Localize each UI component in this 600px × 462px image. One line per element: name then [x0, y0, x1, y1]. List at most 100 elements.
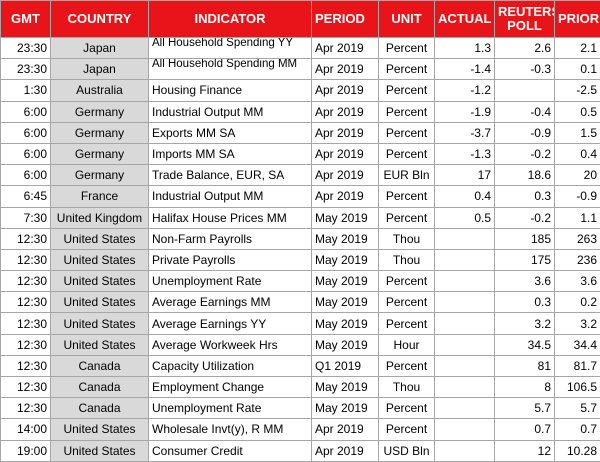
prior-cell: 0.7 [554, 418, 600, 441]
actual-cell: -1.2 [434, 79, 495, 102]
reuters-poll-cell: -0.9 [494, 121, 555, 144]
unit-cell: Percent [378, 100, 435, 123]
indicator-cell: Average Workweek Hrs [148, 333, 312, 356]
prior-cell: 5.7 [554, 397, 600, 420]
actual-cell [434, 312, 495, 335]
indicator-cell: Unemployment Rate [148, 270, 312, 293]
prior-cell: 0.4 [554, 142, 600, 166]
reuters-poll-cell: 185 [494, 227, 555, 250]
prior-cell: 2.1 [554, 36, 600, 60]
prior-cell: 106.5 [554, 375, 600, 399]
prior-cell: 0.2 [554, 291, 600, 314]
country-cell: Canada [50, 354, 149, 378]
unit-cell: Percent [378, 291, 435, 314]
country-cell: United Kingdom [50, 206, 149, 229]
unit-cell: Percent [378, 58, 435, 81]
header-period: PERIOD [311, 0, 379, 38]
table-row: 12:30 Canada Capacity Utilization Q1 2019 Pe… [0, 354, 600, 378]
table-row: 6:00 Germany Imports MM SA Apr 2019 Percent -… [0, 142, 600, 166]
unit-cell: Thou [378, 227, 435, 250]
actual-cell [434, 270, 495, 293]
period-cell: Apr 2019 [311, 185, 379, 208]
reuters-poll-cell: 81 [494, 354, 555, 378]
gmt-cell: 7:30 [0, 206, 51, 229]
indicator-cell: Exports MM SA [148, 121, 312, 144]
gmt-cell: 1:30 [0, 79, 51, 102]
reuters-poll-cell [494, 79, 555, 102]
country-cell: Germany [50, 142, 149, 166]
actual-cell [434, 291, 495, 314]
actual-cell [434, 333, 495, 356]
reuters-poll-cell: 8 [494, 375, 555, 399]
unit-cell: USD Bln [378, 439, 435, 462]
table-row: 6:00 Germany Industrial Output MM Apr 2019 P… [0, 100, 600, 123]
table-row: 7:30 United Kingdom Halifax House Prices M… [0, 206, 600, 229]
reuters-poll-cell: 2.6 [494, 36, 555, 60]
period-cell: Q1 2019 [311, 354, 379, 378]
reuters-poll-cell: -0.2 [494, 206, 555, 229]
actual-cell: -3.7 [434, 121, 495, 144]
table-row: 12:30 United States Private Payrolls May 20… [0, 248, 600, 272]
gmt-cell: 6:45 [0, 185, 51, 208]
indicator-cell: Capacity Utilization [148, 354, 312, 378]
unit-cell: Percent [378, 312, 435, 335]
unit-cell: Percent [378, 121, 435, 144]
gmt-cell: 12:30 [0, 333, 51, 356]
period-cell: May 2019 [311, 333, 379, 356]
indicator-cell: All Household Spending MM [148, 58, 312, 81]
table-row: 14:00 United States Wholesale Invt(y), R M… [0, 418, 600, 441]
indicator-cell: Industrial Output MM [148, 185, 312, 208]
prior-cell: 81.7 [554, 354, 600, 378]
unit-cell: Percent [378, 270, 435, 293]
indicator-cell: Wholesale Invt(y), R MM [148, 418, 312, 441]
country-cell: Germany [50, 100, 149, 123]
prior-cell: 236 [554, 248, 600, 272]
table-row: 23:30 Japan All Household Spending YY Apr 2… [0, 36, 600, 60]
reuters-poll-cell: -0.3 [494, 58, 555, 81]
reuters-poll-cell: -0.2 [494, 142, 555, 166]
unit-cell: Thou [378, 375, 435, 399]
table-row: 12:30 United States Average Earnings YY May… [0, 312, 600, 335]
unit-cell: Percent [378, 206, 435, 229]
gmt-cell: 12:30 [0, 227, 51, 250]
prior-cell: 0.5 [554, 100, 600, 123]
country-cell: Australia [50, 79, 149, 102]
unit-cell: Percent [378, 397, 435, 420]
table-row: 19:00 United States Consumer Credit Apr 201… [0, 439, 600, 462]
country-cell: France [50, 185, 149, 208]
header-unit: UNIT [378, 0, 435, 38]
table-row: 12:30 Canada Employment Change May 2019 Thou… [0, 375, 600, 399]
gmt-cell: 12:30 [0, 291, 51, 314]
header-reuters-poll: REUTERS POLL [494, 0, 555, 38]
indicator-cell: All Household Spending YY [148, 36, 312, 60]
prior-cell: 0.1 [554, 58, 600, 81]
actual-cell: 0.4 [434, 185, 495, 208]
country-cell: United States [50, 270, 149, 293]
reuters-poll-cell: 3.2 [494, 312, 555, 335]
reuters-poll-cell: 34.5 [494, 333, 555, 356]
prior-cell: 20 [554, 164, 600, 187]
unit-cell: Percent [378, 354, 435, 378]
actual-cell: -1.4 [434, 58, 495, 81]
table-row: 6:00 Germany Trade Balance, EUR, SA Apr 201… [0, 164, 600, 187]
unit-cell: Percent [378, 36, 435, 60]
gmt-cell: 12:30 [0, 312, 51, 335]
period-cell: May 2019 [311, 312, 379, 335]
country-cell: United States [50, 291, 149, 314]
indicator-cell: Halifax House Prices MM [148, 206, 312, 229]
period-cell: Apr 2019 [311, 121, 379, 144]
indicator-cell: Imports MM SA [148, 142, 312, 166]
indicator-cell: Employment Change [148, 375, 312, 399]
period-cell: May 2019 [311, 270, 379, 293]
period-cell: May 2019 [311, 206, 379, 229]
prior-cell: 263 [554, 227, 600, 250]
country-cell: United States [50, 439, 149, 462]
gmt-cell: 19:00 [0, 439, 51, 462]
actual-cell [434, 354, 495, 378]
actual-cell [434, 375, 495, 399]
indicator-cell: Unemployment Rate [148, 397, 312, 420]
actual-cell [434, 439, 495, 462]
period-cell: Apr 2019 [311, 164, 379, 187]
unit-cell: Percent [378, 79, 435, 102]
